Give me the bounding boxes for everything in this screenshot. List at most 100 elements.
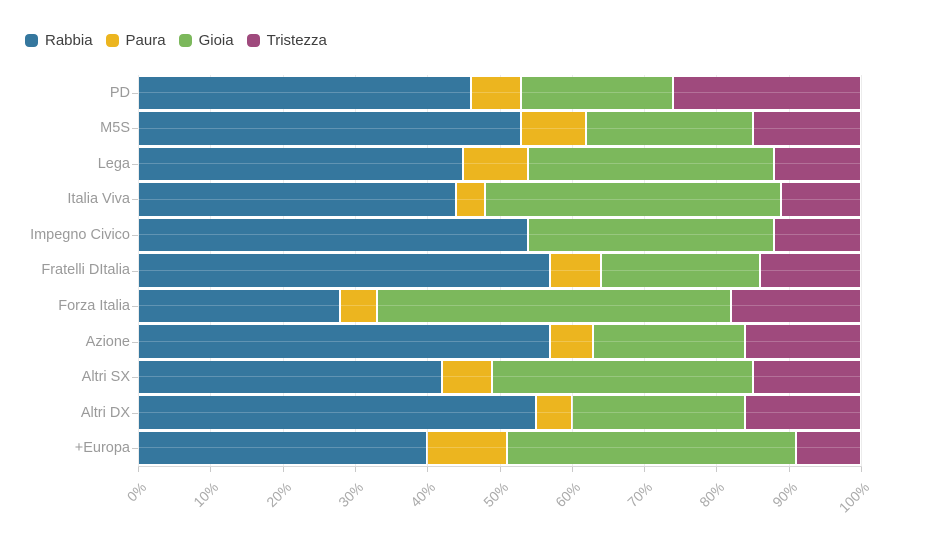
legend-label: Paura	[125, 32, 166, 49]
bar-segment-paura[interactable]	[428, 431, 506, 465]
y-axis-label: PD	[109, 84, 130, 101]
legend-item-gioia[interactable]: Gioia	[178, 32, 234, 49]
bar-segment-tristezza[interactable]	[731, 289, 860, 323]
y-tick	[132, 128, 138, 130]
legend-label: Gioia	[198, 32, 234, 49]
bar-segment-rabbia[interactable]	[139, 147, 463, 181]
bar-row	[138, 395, 861, 431]
bar-segment-tristezza[interactable]	[775, 218, 860, 252]
bar-segment-paura[interactable]	[536, 396, 571, 429]
bar-segment-gioia[interactable]	[587, 112, 752, 145]
bar-segment-tristezza[interactable]	[746, 325, 860, 358]
gridline	[138, 75, 139, 466]
bar-segment-gioia[interactable]	[529, 147, 774, 181]
bar-segment-gioia[interactable]	[377, 289, 730, 323]
bar-row	[138, 253, 861, 289]
bar-segment-rabbia[interactable]	[139, 289, 340, 323]
bar-row	[138, 288, 861, 324]
bar-segment-tristezza[interactable]	[760, 254, 860, 287]
bar-segment-rabbia[interactable]	[139, 112, 521, 145]
bar-segment-tristezza[interactable]	[674, 76, 860, 109]
x-tick	[716, 467, 718, 472]
legend-swatch-gioia	[178, 34, 192, 47]
y-axis-label: Altri SX	[81, 369, 130, 386]
bar-segment-paura[interactable]	[551, 254, 600, 287]
bar-segment-gioia[interactable]	[572, 396, 745, 429]
bar-segment-gioia[interactable]	[522, 76, 673, 109]
bar-segment-paura[interactable]	[341, 289, 376, 323]
bar-segment-paura[interactable]	[464, 147, 528, 181]
x-axis-label: 60%	[551, 479, 584, 511]
x-axis-label: 50%	[479, 479, 511, 511]
x-tick	[354, 467, 356, 472]
y-tick	[132, 92, 138, 94]
bar-segment-paura[interactable]	[442, 360, 492, 394]
bar-segment-tristezza[interactable]	[753, 360, 860, 394]
bar-row	[138, 217, 861, 253]
y-axis-label: Italia Viva	[67, 191, 130, 208]
y-tick	[132, 341, 138, 343]
x-axis-label: 90%	[768, 479, 801, 511]
bar-segment-paura[interactable]	[471, 76, 521, 109]
bar-row	[138, 111, 861, 147]
bar-row	[138, 182, 861, 218]
bar-segment-rabbia[interactable]	[139, 396, 535, 429]
legend-swatch-rabbia	[25, 34, 38, 47]
x-tick	[644, 467, 646, 472]
x-axis-label: 80%	[696, 479, 728, 511]
bar-segment-rabbia[interactable]	[139, 325, 550, 358]
legend-item-rabbia[interactable]: Rabbia	[25, 33, 93, 48]
bar-row	[138, 430, 861, 466]
legend-swatch-tristezza	[246, 34, 260, 47]
bar-segment-tristezza[interactable]	[796, 431, 860, 465]
y-tick	[132, 448, 138, 450]
bar-segment-gioia[interactable]	[493, 360, 752, 394]
y-tick	[132, 199, 138, 201]
bar-segment-paura[interactable]	[457, 183, 485, 216]
x-axis-label: 30%	[335, 479, 367, 511]
x-tick	[499, 467, 501, 472]
bar-segment-gioia[interactable]	[601, 254, 759, 287]
x-axis-line	[138, 466, 862, 467]
x-tick	[138, 467, 139, 472]
y-tick	[132, 377, 138, 379]
x-tick	[210, 467, 212, 472]
y-axis-label: M5S	[100, 120, 130, 137]
bar-segment-tristezza[interactable]	[753, 112, 860, 145]
bar-segment-rabbia[interactable]	[139, 431, 427, 465]
x-axis-label: 70%	[624, 479, 656, 511]
y-axis-label: +Europa	[74, 440, 130, 457]
bar-segment-rabbia[interactable]	[139, 254, 550, 287]
bar-segment-tristezza[interactable]	[782, 183, 860, 216]
y-tick	[132, 412, 138, 414]
y-axis-label: Azione	[85, 333, 130, 350]
y-tick	[132, 306, 138, 308]
bar-row	[138, 324, 861, 360]
legend-label: Tristezza	[266, 32, 327, 49]
bar-segment-tristezza[interactable]	[746, 396, 860, 429]
y-tick	[132, 270, 138, 272]
bar-segment-gioia[interactable]	[507, 431, 795, 465]
y-axis-label: Fratelli DItalia	[41, 262, 130, 279]
legend-swatch-paura	[105, 34, 119, 47]
bar-segment-paura[interactable]	[522, 112, 586, 145]
x-axis-label: 100%	[835, 479, 873, 516]
legend: Rabbia Paura Gioia Tristezza	[25, 33, 327, 48]
bar-segment-paura[interactable]	[551, 325, 593, 358]
legend-item-tristezza[interactable]: Tristezza	[246, 32, 327, 49]
bar-segment-gioia[interactable]	[594, 325, 745, 358]
x-axis-label: 40%	[407, 479, 439, 511]
bar-segment-gioia[interactable]	[486, 183, 781, 216]
bar-segment-rabbia[interactable]	[139, 218, 528, 252]
bar-segment-rabbia[interactable]	[139, 76, 470, 109]
x-axis-label: 0%	[123, 479, 150, 505]
bar-segment-tristezza[interactable]	[775, 147, 860, 181]
bar-segment-rabbia[interactable]	[139, 360, 441, 394]
bar-segment-gioia[interactable]	[529, 218, 774, 252]
legend-item-paura[interactable]: Paura	[105, 32, 166, 49]
y-axis-label: Altri DX	[80, 404, 130, 421]
x-tick	[861, 467, 862, 472]
x-axis-label: 10%	[190, 479, 222, 511]
bar-segment-rabbia[interactable]	[139, 183, 456, 216]
